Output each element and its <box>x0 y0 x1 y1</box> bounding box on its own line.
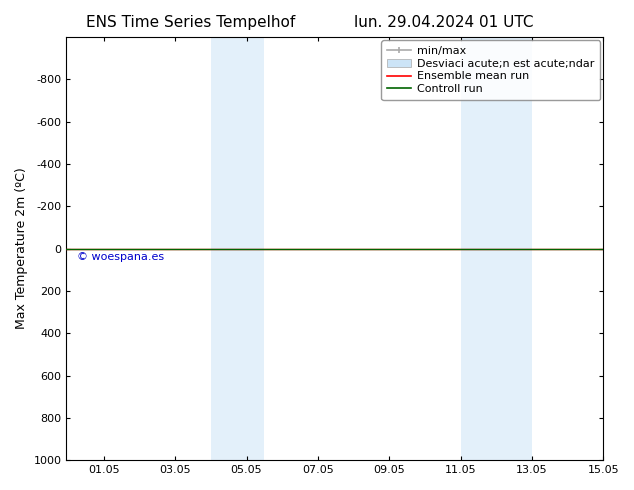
Text: © woespana.es: © woespana.es <box>77 252 164 262</box>
Y-axis label: Max Temperature 2m (ºC): Max Temperature 2m (ºC) <box>15 168 28 329</box>
Bar <box>211 37 264 460</box>
Text: ENS Time Series Tempelhof: ENS Time Series Tempelhof <box>86 15 295 30</box>
Legend: min/max, Desviaci acute;n est acute;ndar, Ensemble mean run, Controll run: min/max, Desviaci acute;n est acute;ndar… <box>382 40 600 100</box>
Bar <box>460 37 532 460</box>
Text: lun. 29.04.2024 01 UTC: lun. 29.04.2024 01 UTC <box>354 15 534 30</box>
